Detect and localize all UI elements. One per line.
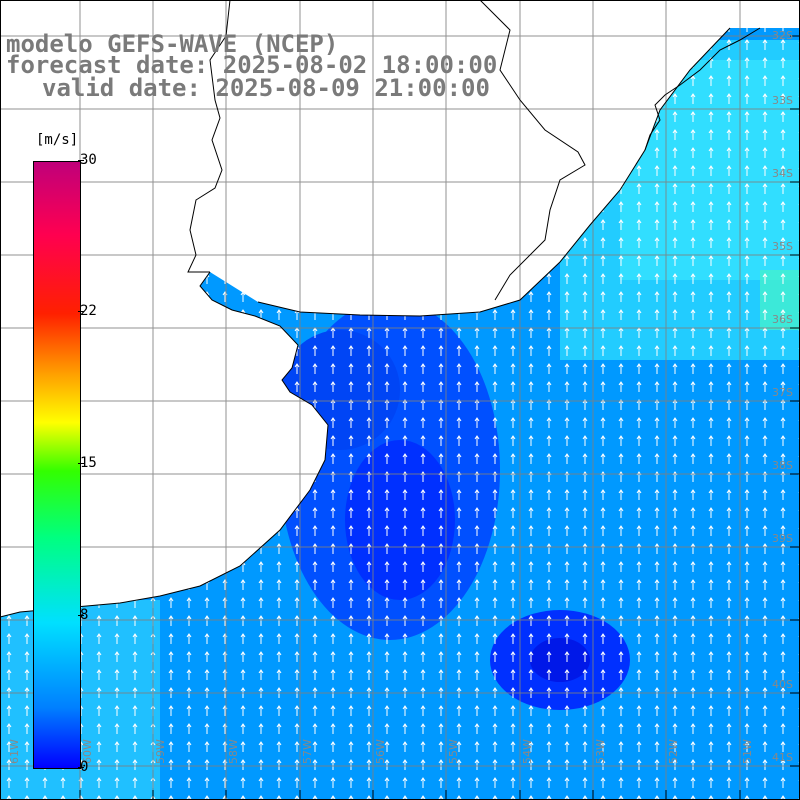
lon-label: 52W	[667, 739, 680, 764]
colorbar-tick: 22	[78, 303, 97, 319]
lat-label: 40S	[772, 678, 793, 691]
colorbar-tick: 15	[78, 455, 97, 471]
coastline	[0, 0, 761, 618]
lat-label: 41S	[772, 751, 793, 764]
forecast-date: forecast date: 2025-08-02 18:00:00	[6, 51, 498, 79]
lat-label: 34S	[772, 167, 793, 180]
lon-label: 57W	[301, 739, 314, 764]
colorbar-tick: 0	[77, 759, 89, 775]
lat-label: 36S	[772, 313, 793, 326]
lon-label: 53W	[594, 739, 607, 764]
lat-label: 38S	[772, 459, 793, 472]
lon-label: 61W	[8, 739, 21, 764]
lon-label: 55W	[447, 739, 460, 764]
lat-label: 32S	[772, 29, 793, 42]
colorbar-tick: 30	[78, 152, 97, 168]
model-title: modelo GEFS-WAVE (NCEP)	[6, 30, 339, 58]
lon-label: 54W	[521, 739, 534, 764]
lon-label: 51W	[741, 739, 754, 764]
colorbar	[33, 161, 81, 769]
lat-label: 33S	[772, 94, 793, 107]
colorbar-tick: 8	[77, 607, 89, 623]
lat-label: 37S	[772, 386, 793, 399]
lon-label: 59W	[154, 739, 167, 764]
lat-label: 39S	[772, 532, 793, 545]
lon-label: 56W	[374, 739, 387, 764]
colorbar-unit: [m/s]	[36, 132, 79, 148]
valid-date: valid date: 2025-08-09 21:00:00	[42, 74, 490, 102]
lon-label: 60W	[81, 739, 94, 764]
lat-label: 35S	[772, 240, 793, 253]
lon-label: 58W	[227, 739, 240, 764]
